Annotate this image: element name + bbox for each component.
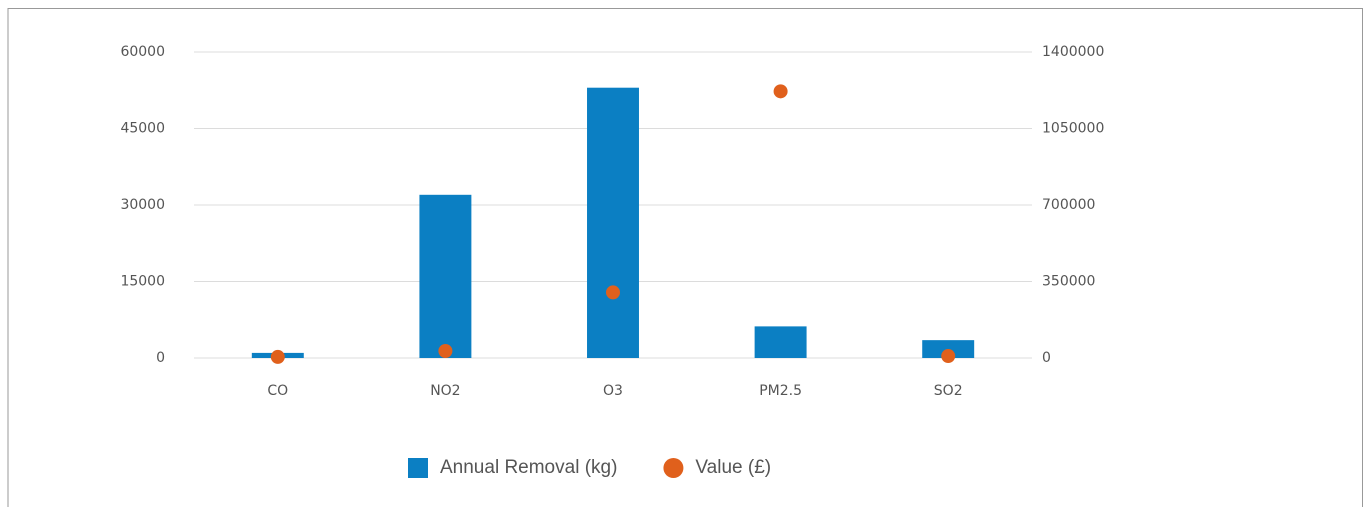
dot (270, 349, 285, 364)
x-tick-label: CO (267, 383, 288, 399)
x-tick-label: SO2 (934, 383, 963, 399)
y2-tick-label: 1050000 (1042, 121, 1104, 137)
frame (7, 8, 1363, 507)
y2-tick-label: 700000 (1042, 197, 1095, 213)
y2-tick-label: 1400000 (1042, 44, 1104, 60)
legend-swatch (663, 458, 684, 478)
y2-tick-label: 350000 (1042, 274, 1095, 290)
y-tick-label: 45000 (120, 121, 165, 137)
bar (587, 87, 639, 358)
x-tick-label: NO2 (430, 383, 460, 399)
y-tick-label: 30000 (120, 197, 165, 213)
bar (754, 326, 807, 358)
legend-label: Annual Removal (kg) (440, 457, 617, 478)
y-tick-label: 15000 (120, 274, 165, 290)
dot (606, 285, 620, 300)
y-tick-label: 60000 (120, 44, 165, 60)
legend-swatch (408, 458, 428, 478)
bar (419, 194, 472, 358)
dot (941, 349, 956, 364)
x-tick-label: PM2.5 (759, 383, 802, 399)
legend-label: Value (£) (695, 457, 771, 478)
dot (773, 84, 788, 99)
x-tick-label: O3 (603, 383, 623, 399)
y-tick-label: 0 (156, 350, 165, 366)
y2-tick-label: 0 (1042, 350, 1051, 366)
dot (438, 344, 453, 359)
